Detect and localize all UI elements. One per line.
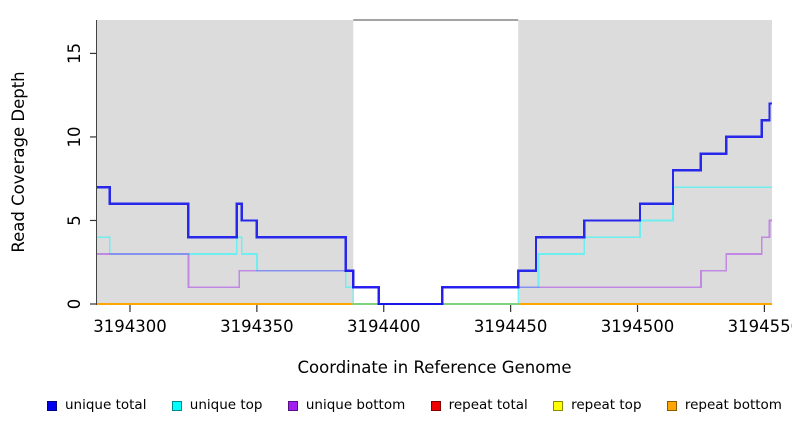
y-tick-label: 15 [65, 43, 84, 64]
legend-item-repeat-top: repeat top [553, 397, 642, 413]
x-tick-label: 3194500 [601, 317, 675, 336]
legend-swatch-repeat-total [430, 400, 441, 411]
x-axis-title: Coordinate in Reference Genome [297, 358, 571, 377]
legend-item-repeat-total: repeat total [430, 397, 528, 413]
legend-item-repeat-bottom: repeat bottom [666, 397, 782, 413]
gap-region [353, 20, 519, 305]
legend-label: repeat top [571, 397, 642, 413]
legend-swatch-repeat-bottom [666, 400, 677, 411]
legend-swatch-repeat-top [553, 400, 564, 411]
y-axis-title: Read Coverage Depth [9, 71, 28, 252]
x-tick-label: 3194300 [93, 317, 167, 336]
y-tick-label: 5 [65, 215, 84, 226]
x-tick-label: 3194350 [220, 317, 294, 336]
legend-item-unique-total: unique total [47, 397, 147, 413]
legend-label: unique total [65, 397, 147, 413]
y-tick-label: 0 [65, 299, 84, 310]
legend-label: unique top [189, 397, 263, 413]
x-tick-label: 3194400 [347, 317, 421, 336]
legend-swatch-unique-bottom [287, 400, 298, 411]
legend: unique total unique top unique bottom repea… [0, 397, 792, 413]
y-tick-label: 10 [65, 126, 84, 147]
legend-item-unique-bottom: unique bottom [287, 397, 406, 413]
legend-label: repeat bottom [684, 397, 782, 413]
legend-item-unique-top: unique top [171, 397, 263, 413]
legend-label: unique bottom [305, 397, 406, 413]
legend-label: repeat total [448, 397, 528, 413]
legend-swatch-unique-total [47, 400, 57, 411]
legend-swatch-unique-top [171, 400, 182, 411]
series-unique-top [97, 186, 772, 305]
coverage-plot: 3194300 3194350 3194400 3194450 3194500 31945… [9, 19, 792, 377]
x-tick-label: 3194450 [474, 317, 548, 336]
series-unique-total [97, 102, 772, 306]
